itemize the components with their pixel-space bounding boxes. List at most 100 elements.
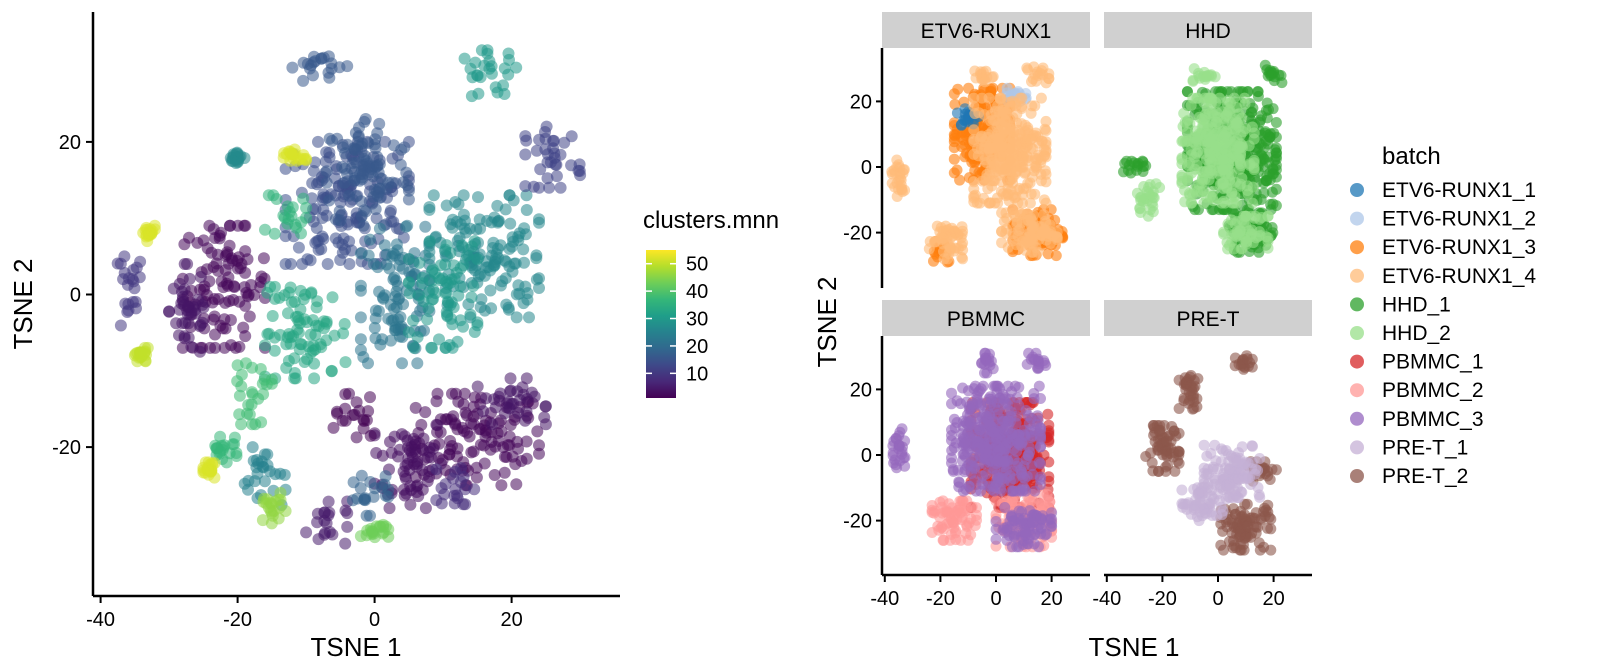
cluster-point bbox=[426, 293, 438, 306]
cluster-point bbox=[311, 295, 324, 308]
cluster-point bbox=[390, 238, 403, 251]
cluster-point bbox=[205, 246, 218, 259]
cluster-point bbox=[496, 275, 509, 288]
cluster-point bbox=[234, 262, 247, 274]
batch-point bbox=[985, 355, 997, 367]
cluster-point bbox=[477, 405, 490, 418]
batch-point bbox=[1161, 435, 1172, 447]
cluster-point bbox=[468, 483, 481, 496]
facet-panel: HHD bbox=[1104, 12, 1312, 258]
cluster-point bbox=[274, 493, 287, 506]
left-y-tick-label: -20 bbox=[52, 437, 81, 459]
cluster-point bbox=[298, 313, 311, 326]
cluster-point bbox=[384, 334, 397, 347]
cluster-point bbox=[454, 314, 467, 327]
cluster-point bbox=[533, 439, 545, 452]
batch-point bbox=[936, 507, 948, 519]
cluster-point bbox=[388, 430, 401, 443]
batch-point bbox=[948, 153, 960, 165]
cluster-point bbox=[357, 219, 370, 232]
batch-point bbox=[946, 424, 957, 436]
cluster-point bbox=[197, 461, 210, 474]
cluster-point bbox=[257, 252, 270, 265]
batch-point bbox=[1036, 65, 1048, 77]
batch-point bbox=[1200, 191, 1212, 203]
cluster-point bbox=[484, 284, 497, 297]
cluster-point bbox=[471, 380, 484, 393]
cluster-point bbox=[297, 74, 310, 87]
cluster-point bbox=[446, 387, 458, 400]
batch-point bbox=[1040, 77, 1052, 89]
batch-point bbox=[1014, 223, 1026, 235]
cluster-point bbox=[364, 429, 377, 442]
batch-point bbox=[1216, 509, 1228, 521]
cluster-point bbox=[530, 252, 543, 265]
cluster-point bbox=[481, 44, 494, 57]
batch-point bbox=[983, 197, 995, 209]
cluster-point bbox=[320, 317, 333, 330]
facet-x-tick-label: 0 bbox=[1212, 588, 1223, 610]
cluster-point bbox=[323, 526, 336, 538]
cluster-point bbox=[504, 385, 516, 398]
batch-point bbox=[1215, 539, 1227, 551]
batch-point bbox=[1025, 412, 1037, 424]
batch-point bbox=[886, 166, 898, 178]
cluster-point bbox=[347, 476, 360, 489]
batch-point bbox=[944, 242, 956, 254]
batch-point bbox=[969, 108, 981, 120]
cluster-point bbox=[326, 291, 339, 304]
batch-point bbox=[1231, 143, 1243, 155]
cluster-point bbox=[127, 264, 140, 276]
batch-point bbox=[1176, 484, 1188, 496]
colorbar-tick-label: 20 bbox=[686, 336, 708, 358]
facet-x-tick-label: 0 bbox=[990, 588, 1001, 610]
cluster-point bbox=[481, 214, 493, 227]
cluster-point bbox=[350, 396, 363, 409]
batch-point bbox=[950, 534, 962, 546]
colorbar-tick-label: 30 bbox=[686, 309, 708, 331]
cluster-point bbox=[372, 305, 385, 318]
cluster-point bbox=[459, 226, 472, 239]
cluster-point bbox=[348, 172, 361, 185]
batch-point bbox=[1250, 232, 1262, 244]
batch-point bbox=[1270, 151, 1282, 162]
cluster-point bbox=[298, 356, 311, 368]
cluster-point bbox=[339, 504, 352, 517]
cluster-point bbox=[433, 333, 445, 346]
cluster-point bbox=[259, 339, 271, 352]
batch-point bbox=[1221, 182, 1233, 194]
batch-point bbox=[1131, 187, 1143, 199]
batch-point bbox=[1042, 408, 1054, 420]
cluster-point bbox=[369, 203, 382, 216]
batch-point bbox=[1247, 440, 1258, 452]
batch-point bbox=[1208, 493, 1220, 505]
cluster-point bbox=[233, 295, 246, 308]
cluster-point bbox=[378, 478, 391, 491]
batch-point bbox=[1013, 541, 1025, 553]
facet-panel: PRE-T-40 -20 0 20 bbox=[1092, 300, 1312, 610]
cluster-point bbox=[268, 280, 281, 293]
batch-point bbox=[1241, 353, 1253, 365]
cluster-point bbox=[300, 526, 313, 539]
cluster-point bbox=[541, 148, 554, 161]
colorbar bbox=[646, 250, 676, 398]
batch-point bbox=[978, 417, 990, 429]
right-y-axis-title: TSNE 2 bbox=[812, 276, 842, 367]
cluster-point bbox=[506, 240, 518, 253]
cluster-point bbox=[471, 319, 484, 332]
cluster-point bbox=[308, 372, 321, 385]
cluster-point bbox=[235, 418, 248, 431]
batch-point bbox=[1217, 525, 1229, 537]
batch-point bbox=[1004, 470, 1016, 481]
cluster-point bbox=[533, 272, 545, 285]
cluster-point bbox=[558, 136, 571, 149]
batch-point bbox=[1020, 526, 1032, 538]
batch-legend-label: ETV6-RUNX1_4 bbox=[1382, 265, 1536, 288]
cluster-point bbox=[445, 273, 458, 286]
batch-legend-label: PBMMC_1 bbox=[1382, 351, 1484, 374]
cluster-point bbox=[370, 212, 383, 225]
cluster-point bbox=[488, 469, 501, 481]
cluster-point bbox=[464, 308, 477, 321]
cluster-point bbox=[539, 400, 552, 413]
batch-point bbox=[955, 119, 967, 131]
